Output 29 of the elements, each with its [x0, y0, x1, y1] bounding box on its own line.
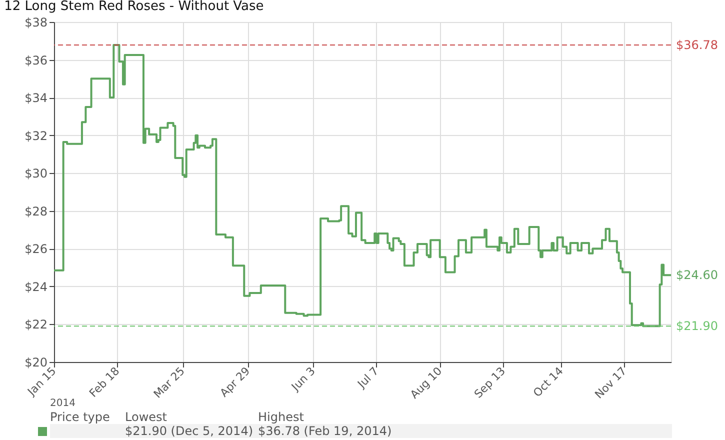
y-tick-label: $30	[24, 166, 48, 181]
x-tick-label: Nov 17	[592, 364, 630, 402]
annotation: $24.60	[676, 268, 718, 282]
y-tick-label: $32	[24, 128, 48, 143]
y-tick-label: $28	[24, 204, 48, 218]
x-tick-label: Oct 14	[530, 364, 566, 400]
x-tick-label: Sep 13	[472, 364, 508, 401]
text: 2014	[50, 398, 76, 409]
y-tick-label: $38	[24, 16, 48, 30]
y-tick-label: $34	[24, 91, 48, 106]
y-tick-label: $22	[24, 318, 48, 332]
x-tick-label: Mar 25	[151, 364, 188, 401]
x-tick-label: Jul 7	[354, 364, 382, 392]
ref-line-label: $21.90	[676, 319, 718, 334]
x-tick-label: Feb 18	[86, 364, 122, 400]
y-tick-label: $26	[24, 242, 48, 256]
chart-title: 12 Long Stem Red Roses - Without Vase	[4, 0, 264, 14]
text: $36.78 (Feb 19, 2014)	[258, 424, 392, 438]
y-tick-label: $20	[24, 356, 48, 370]
text: Lowest	[125, 410, 167, 424]
x-tick-label: Aug 10	[408, 364, 445, 402]
x-tick-label: Apr 29	[218, 364, 253, 400]
text: $21.90 (Dec 5, 2014)	[125, 424, 254, 438]
text: Price type	[50, 410, 110, 424]
y-tick-label: $24	[24, 280, 48, 294]
text: Highest	[258, 410, 304, 424]
ref-line-label: $36.78	[676, 38, 718, 52]
x-tick-label: Jun 3	[288, 364, 318, 394]
y-tick-label: $36	[24, 53, 48, 68]
